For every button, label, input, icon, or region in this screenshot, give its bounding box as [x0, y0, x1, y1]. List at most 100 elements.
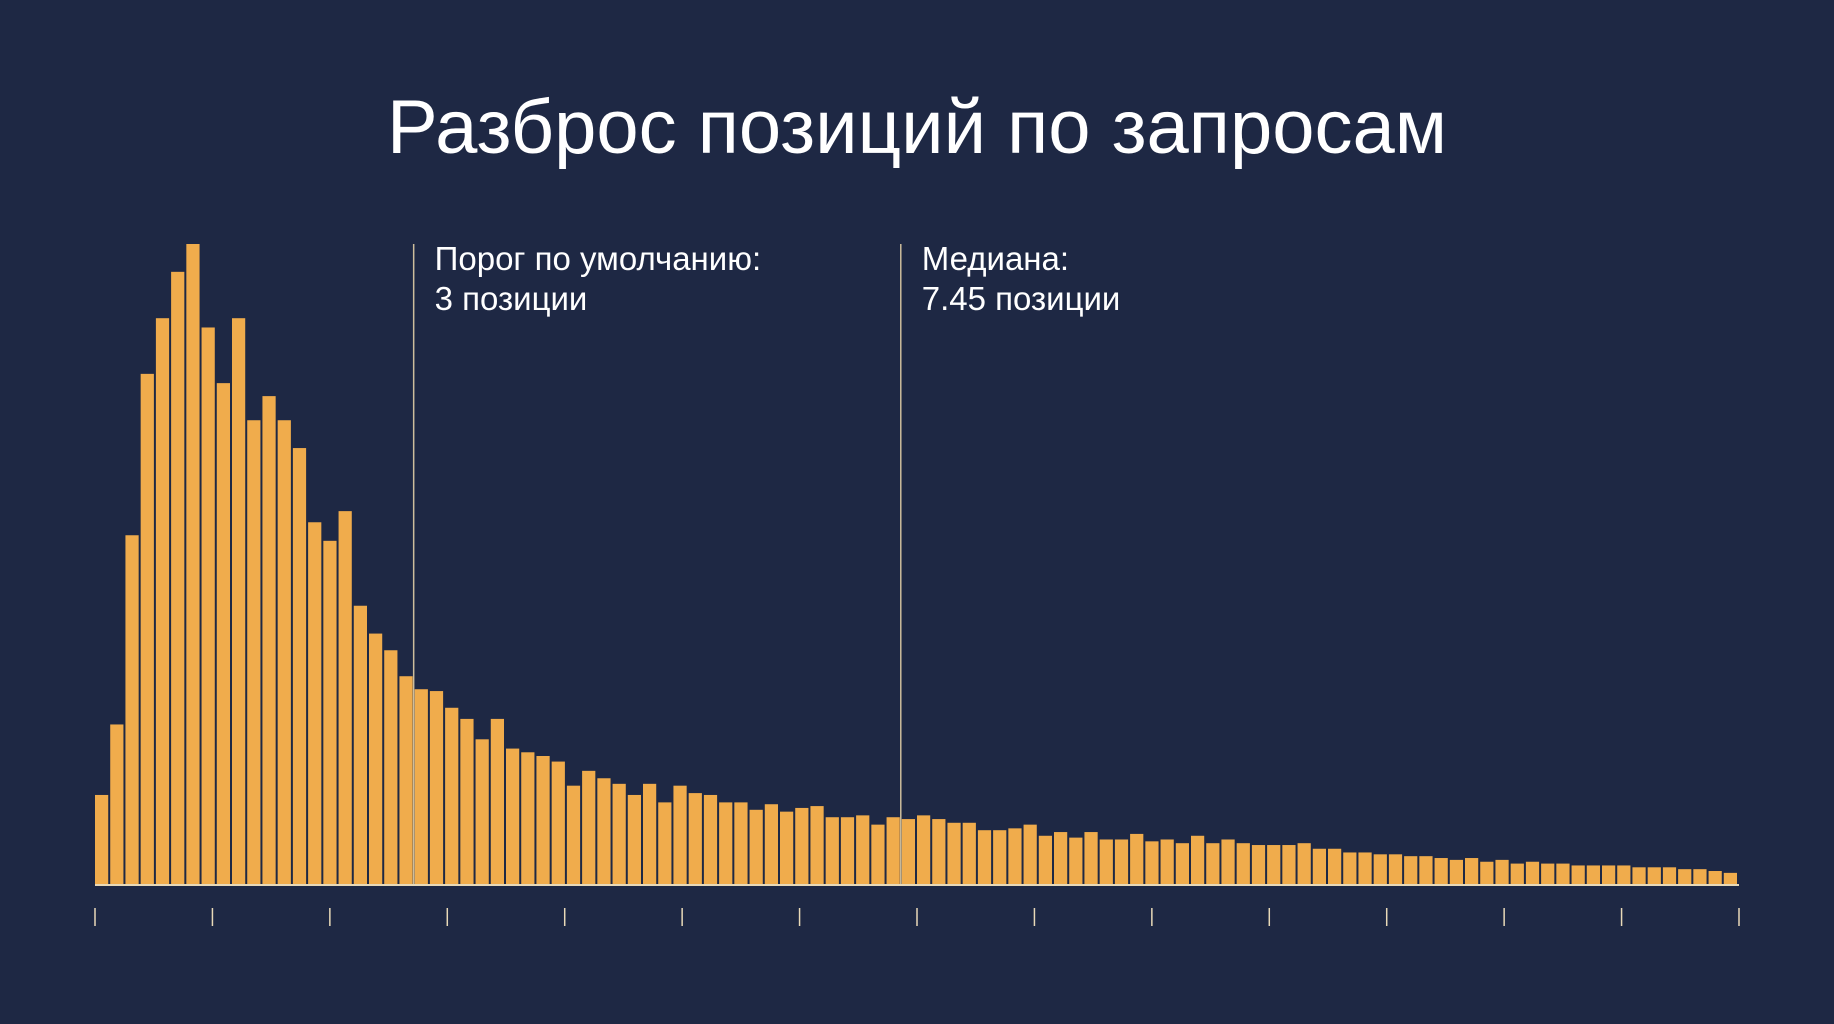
- histogram-bar-101: [1617, 865, 1631, 884]
- histogram-bar-86: [1388, 854, 1403, 884]
- histogram-bar-44: [749, 809, 763, 884]
- histogram-bar-70: [1145, 841, 1159, 884]
- annotation-label-1-line-2: 3 позиции: [435, 280, 588, 317]
- histogram-bar-16: [323, 540, 337, 884]
- histogram-bar-67: [1099, 839, 1113, 884]
- histogram-bar-55: [917, 815, 931, 884]
- histogram-bar-94: [1510, 863, 1524, 884]
- histogram-bar-100: [1602, 865, 1616, 884]
- histogram-bar-51: [856, 815, 870, 884]
- histogram-bar-57: [947, 822, 961, 884]
- histogram-bar-47: [795, 807, 809, 884]
- annotation-label-1: Порог по умолчанию: 3 позиции: [435, 240, 761, 317]
- histogram-bar-14: [292, 448, 307, 884]
- histogram-bar-39: [673, 785, 687, 884]
- histogram-bar-22: [414, 689, 428, 884]
- histogram-bar-90: [1449, 859, 1463, 884]
- histogram-bar-93: [1495, 859, 1509, 884]
- histogram-bar-69: [1130, 833, 1144, 884]
- histogram-bar-1: [95, 794, 109, 884]
- histogram-bar-82: [1328, 848, 1342, 884]
- histogram-bar-23: [429, 691, 444, 884]
- histogram-bar-43: [734, 802, 748, 884]
- histogram-bar-7: [186, 244, 200, 884]
- histogram-bar-49: [825, 817, 839, 884]
- histogram-bar-37: [643, 783, 657, 884]
- histogram-bar-58: [962, 822, 976, 884]
- histogram-bar-92: [1480, 861, 1494, 884]
- histogram-bar-9: [216, 383, 230, 884]
- histogram-bar-77: [1251, 845, 1266, 884]
- histogram-bar-8: [201, 327, 215, 885]
- histogram-bar-102: [1632, 867, 1646, 884]
- histogram-bar-46: [780, 811, 794, 884]
- histogram-bar-85: [1373, 854, 1387, 884]
- histogram-bar-84: [1358, 852, 1372, 884]
- histogram-bar-10: [232, 318, 246, 884]
- histogram-bar-63: [1038, 835, 1052, 884]
- histogram-bar-95: [1525, 861, 1540, 884]
- annotation-label-1-line-1: Порог по умолчанию:: [435, 240, 761, 277]
- histogram-bar-25: [460, 718, 474, 884]
- histogram-bar-59: [977, 830, 992, 884]
- histogram-bar-96: [1541, 863, 1555, 884]
- histogram-bar-73: [1191, 835, 1205, 884]
- histogram-bar-68: [1114, 839, 1129, 884]
- x-axis: [94, 884, 1740, 926]
- histogram-bar-64: [1054, 832, 1068, 884]
- histogram-bar-29: [521, 752, 535, 884]
- histogram-bar-4: [140, 373, 154, 884]
- histogram-bar-72: [1175, 843, 1189, 884]
- chart-title: Разброс позиций по запросам: [386, 85, 1448, 170]
- histogram-bar-106: [1693, 869, 1707, 884]
- histogram-bar-81: [1312, 848, 1326, 884]
- histogram-bar-74: [1206, 843, 1220, 884]
- histogram-bar-38: [658, 802, 672, 884]
- histogram-bar-3: [125, 535, 139, 884]
- histogram-bar-30: [536, 756, 550, 884]
- annotation-label-2-line-2: 7.45 позиции: [922, 280, 1121, 317]
- histogram-bar-20: [384, 650, 398, 884]
- histogram-bar-83: [1343, 852, 1357, 884]
- histogram-bar-104: [1662, 867, 1677, 884]
- histogram-bar-78: [1267, 845, 1281, 884]
- histogram-bar-34: [597, 778, 611, 884]
- histogram-bar-61: [1008, 828, 1022, 884]
- histogram-bar-21: [399, 676, 413, 884]
- histogram-bar-91: [1465, 858, 1479, 884]
- histogram-bar-42: [719, 802, 733, 884]
- annotation-label-2: Медиана: 7.45 позиции: [922, 240, 1121, 317]
- histogram-bar-89: [1434, 858, 1448, 884]
- annotations-group: Порог по умолчанию: 3 позиции Медиана: 7.45…: [412, 240, 1121, 884]
- histogram-bar-50: [840, 817, 855, 884]
- histogram-bar-98: [1571, 865, 1585, 884]
- annotation-label-2-line-1: Медиана:: [922, 240, 1069, 277]
- histogram-bar-65: [1069, 837, 1083, 884]
- histogram-bar-99: [1586, 865, 1600, 884]
- histogram-bar-35: [612, 783, 626, 884]
- histogram-bar-28: [506, 748, 520, 884]
- histogram-bar-54: [901, 819, 915, 884]
- histogram-bar-66: [1084, 832, 1098, 884]
- histogram-bar-24: [445, 707, 459, 884]
- histogram-bar-60: [993, 830, 1007, 884]
- histogram-bar-11: [247, 420, 261, 884]
- histogram-bar-71: [1160, 839, 1174, 884]
- histogram-bar-5: [155, 318, 170, 884]
- histogram-bar-108: [1723, 872, 1737, 884]
- histogram-bar-31: [551, 761, 565, 884]
- histogram-bar-75: [1221, 839, 1235, 884]
- histogram-bar-26: [475, 739, 489, 884]
- bars-group: [95, 244, 1737, 885]
- histogram-bar-41: [703, 794, 718, 884]
- histogram-bar-2: [110, 724, 124, 884]
- histogram-bar-19: [369, 633, 383, 884]
- histogram-bar-62: [1023, 824, 1037, 884]
- histogram-bar-48: [810, 806, 824, 884]
- histogram-bar-15: [308, 522, 322, 884]
- histogram-bar-27: [490, 718, 504, 884]
- histogram-bar-32: [566, 785, 581, 884]
- histogram-bar-56: [932, 819, 946, 884]
